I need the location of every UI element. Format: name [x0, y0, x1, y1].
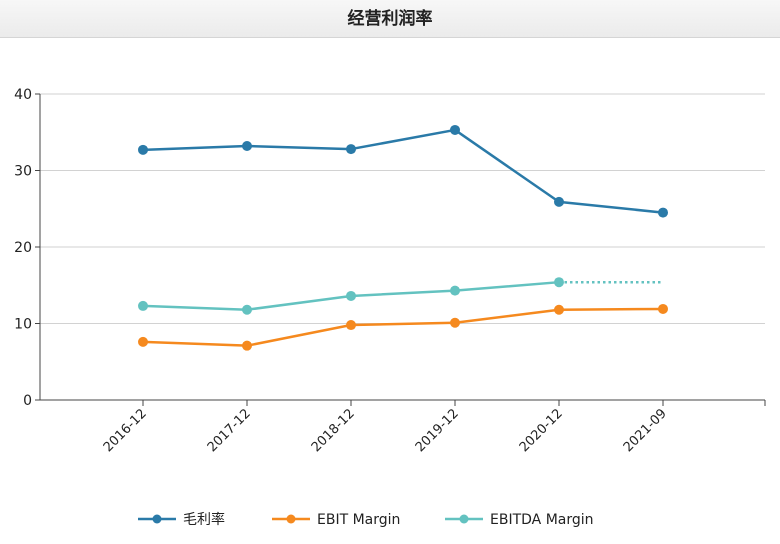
series-line	[142, 307, 664, 347]
legend-label: EBITDA Margin	[490, 512, 594, 528]
legend-item-1[interactable]: EBIT Margin	[272, 512, 400, 528]
legend-item-0[interactable]: 毛利率	[138, 511, 225, 528]
x-tick-label: 2021-09	[621, 406, 670, 455]
series-0	[138, 124, 668, 218]
legend-item-2[interactable]: EBITDA Margin	[445, 512, 594, 528]
legend-swatch-dot	[286, 514, 296, 524]
data-point[interactable]	[450, 124, 460, 135]
x-tick-label: 2017-12	[205, 406, 254, 455]
data-point[interactable]	[554, 196, 564, 207]
grid-lines	[40, 93, 765, 324]
series-2	[138, 277, 663, 315]
y-tick-label: 10	[14, 317, 32, 333]
chart-title: 经营利润率	[0, 0, 780, 38]
y-tick-label: 0	[23, 393, 32, 409]
series-1	[138, 303, 668, 351]
x-tick-label: 2020-12	[517, 406, 566, 455]
data-point[interactable]	[450, 317, 460, 328]
data-point[interactable]	[346, 290, 356, 301]
data-point[interactable]	[242, 340, 252, 351]
data-point[interactable]	[554, 277, 564, 288]
data-point[interactable]	[346, 320, 356, 331]
y-tick-label: 40	[14, 87, 32, 103]
data-point[interactable]	[242, 141, 252, 152]
data-point[interactable]	[554, 304, 564, 315]
legend-label: 毛利率	[183, 511, 225, 528]
data-point[interactable]	[658, 207, 668, 218]
legend-swatch-dot	[152, 514, 162, 524]
data-point[interactable]	[658, 303, 668, 314]
data-point[interactable]	[138, 300, 148, 311]
series-line	[142, 128, 664, 214]
data-point[interactable]	[242, 304, 252, 315]
x-tick-label: 2016-12	[101, 406, 150, 455]
data-point[interactable]	[450, 285, 460, 296]
data-point[interactable]	[346, 144, 356, 155]
x-tick-label: 2018-12	[309, 406, 358, 455]
legend: 毛利率 EBIT Margin EBITDA Margin	[138, 511, 594, 528]
series-lines	[138, 124, 668, 351]
data-point[interactable]	[138, 336, 148, 347]
legend-swatch-dot	[459, 514, 469, 524]
line-chart: 0 10 20 30 40 2016-12 2017-12 2018-12 2019-12 202…	[14, 87, 766, 528]
y-tick-label: 30	[14, 164, 32, 180]
data-point[interactable]	[138, 144, 148, 155]
y-tick-label: 20	[14, 240, 32, 256]
legend-label: EBIT Margin	[317, 512, 400, 528]
x-tick-label: 2019-12	[413, 406, 462, 455]
